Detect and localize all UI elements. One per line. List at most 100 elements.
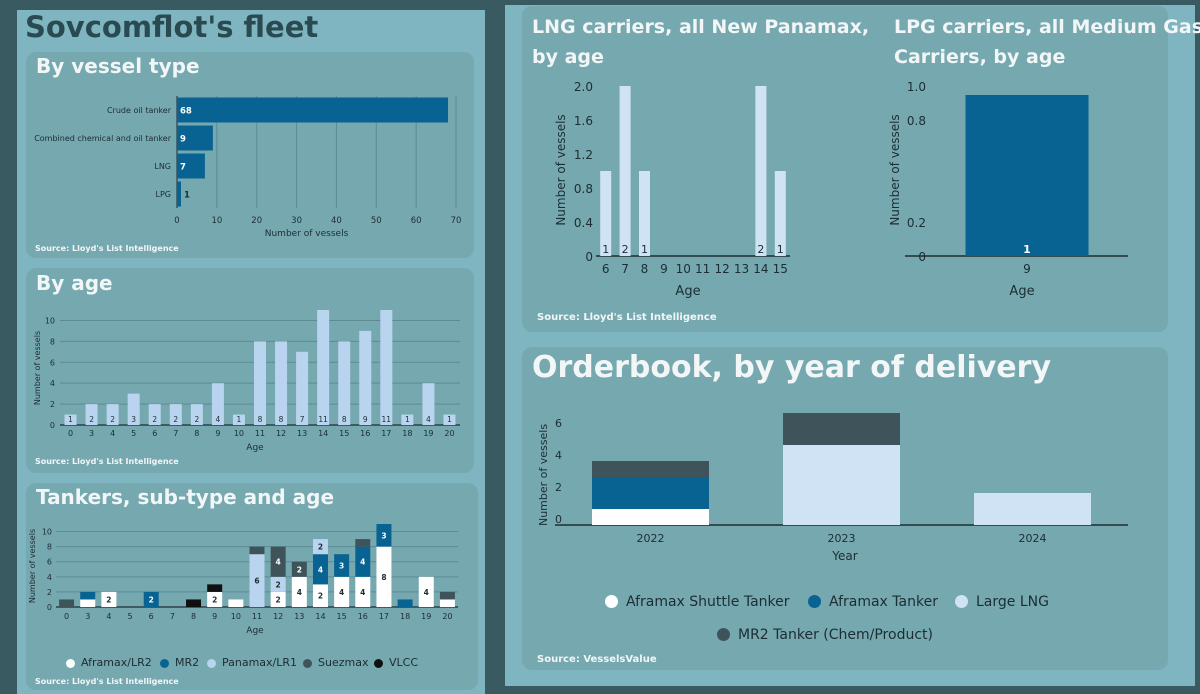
y-tick-label: 6: [47, 558, 52, 567]
bar: [338, 341, 351, 425]
legend-label: Suezmax: [318, 656, 369, 669]
bar-segment: [312, 584, 328, 607]
data-label: 2: [110, 415, 115, 424]
bar-segment: [418, 576, 434, 607]
category-label: Crude oil tanker: [107, 106, 172, 115]
bar: [774, 171, 786, 256]
bar-segment: [143, 591, 159, 607]
legend-dot: [66, 659, 75, 668]
x-tick-label: 30: [291, 216, 302, 226]
y-axis-label: Number of vessels: [537, 424, 550, 526]
data-label: 8: [258, 415, 263, 424]
bar-segment: [291, 561, 307, 577]
y-tick-label: 0.8: [574, 182, 593, 196]
vessel-type-card: [26, 52, 474, 258]
x-tick-label: 5: [128, 612, 133, 621]
y-tick-label: 8: [50, 337, 55, 346]
data-label: 8: [381, 573, 386, 582]
y-axis-label: Number of vessels: [33, 331, 42, 405]
x-axis-label: Age: [1009, 284, 1034, 299]
bar: [106, 404, 119, 425]
bar-segment: [207, 584, 223, 592]
y-tick-label: 2: [50, 400, 55, 409]
data-label: 11: [318, 415, 328, 424]
x-tick-label: 2022: [637, 532, 665, 545]
data-label: 7: [180, 163, 186, 173]
data-label: 1: [447, 415, 452, 424]
bar-segment: [355, 576, 371, 607]
x-tick-label: 8: [191, 612, 196, 621]
data-label: 1: [602, 243, 609, 256]
bar-segment: [376, 524, 392, 547]
bar: [359, 330, 372, 425]
bar: [755, 86, 767, 256]
bar: [275, 341, 288, 425]
bar: [177, 125, 213, 151]
bar-segment: [207, 591, 223, 607]
bar: [127, 393, 140, 425]
data-label: 9: [180, 135, 186, 145]
tankers-legend-vlcc: VLCC: [374, 656, 418, 669]
x-tick-label: 16: [360, 429, 370, 438]
y-tick-label: 8: [47, 543, 52, 552]
legend-label: Aframax Shuttle Tanker: [626, 594, 790, 610]
bar-segment: [783, 413, 900, 445]
bar: [254, 341, 266, 425]
x-tick-label: 8: [641, 262, 649, 276]
x-tick-label: 10: [211, 216, 222, 226]
lng-title-line2: by age: [532, 46, 604, 68]
y-tick-label: 0: [50, 421, 55, 430]
bar: [600, 171, 612, 256]
by-age-source: Source: Lloyd's List Intelligence: [35, 457, 179, 466]
data-label: 2: [276, 580, 281, 589]
x-tick-label: 2024: [1019, 532, 1047, 545]
legend-label: MR2: [175, 656, 200, 669]
y-tick-label: 0.2: [907, 216, 926, 230]
data-label: 2: [297, 565, 302, 574]
bar: [232, 414, 245, 425]
x-tick-label: 70: [451, 216, 462, 226]
bar: [64, 414, 77, 425]
bar-segment: [186, 599, 202, 607]
x-tick-label: 0: [68, 429, 73, 438]
data-label: 4: [339, 588, 344, 597]
x-tick-label: 9: [660, 262, 668, 276]
legend-dot: [808, 595, 821, 608]
data-label: 8: [279, 415, 284, 424]
orderbook-legend-aframax: Aframax Tanker: [808, 594, 938, 610]
bar-segment: [59, 599, 75, 607]
x-axis-label: Age: [246, 626, 264, 636]
y-axis-label: Number of vessels: [28, 529, 37, 603]
data-label: 4: [318, 565, 323, 574]
tankers-legend-mr2: MR2: [160, 656, 199, 669]
legend-label: MR2 Tanker (Chem/Product): [738, 627, 933, 643]
bar-segment: [592, 461, 709, 477]
bar-segment: [397, 599, 413, 607]
bar-segment: [80, 599, 96, 607]
x-tick-label: 12: [714, 262, 729, 276]
bar: [639, 171, 650, 256]
legend-label: Large LNG: [976, 594, 1049, 610]
x-tick-label: 16: [358, 612, 368, 621]
bar-segment: [270, 576, 286, 592]
legend-dot: [374, 659, 383, 668]
y-tick-label: 0.4: [574, 216, 593, 230]
y-tick-label: 6: [555, 417, 562, 430]
data-label: 2: [152, 415, 157, 424]
tankers-legend-panamax: Panamax/LR1: [207, 656, 297, 669]
bar-segment: [334, 554, 350, 577]
data-label: 2: [622, 243, 629, 256]
y-tick-label: 0: [918, 250, 926, 264]
data-label: 4: [360, 588, 365, 597]
bar-segment: [974, 493, 1091, 525]
orderbook-source: Source: VesselsValue: [537, 654, 657, 665]
y-tick-label: 1.0: [907, 80, 926, 94]
data-label: 1: [237, 415, 242, 424]
y-tick-label: 10: [42, 528, 52, 537]
bar-segment: [312, 539, 328, 555]
bar: [190, 404, 203, 425]
x-tick-label: 20: [251, 216, 262, 226]
